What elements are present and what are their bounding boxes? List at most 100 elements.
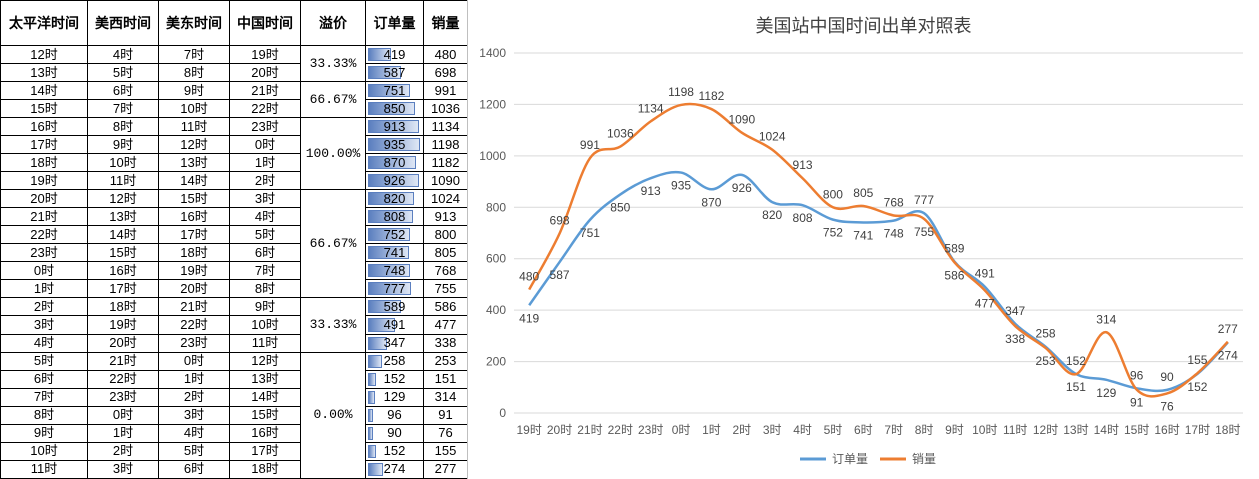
us-east-time-cell[interactable]: 18时 <box>158 243 230 263</box>
us-west-time-cell[interactable]: 12时 <box>87 189 159 209</box>
china-time-cell[interactable]: 13时 <box>229 369 301 389</box>
sales-cell[interactable]: 1198 <box>423 135 468 155</box>
us-east-time-cell[interactable]: 2时 <box>158 387 230 407</box>
china-time-cell[interactable]: 2时 <box>229 171 301 191</box>
us-west-time-cell[interactable]: 5时 <box>87 63 159 83</box>
orders-cell[interactable]: 820 <box>365 189 424 209</box>
us-east-time-cell[interactable]: 12时 <box>158 135 230 155</box>
china-time-cell[interactable]: 16时 <box>229 423 301 443</box>
orders-cell[interactable]: 347 <box>365 333 424 353</box>
orders-cell[interactable]: 741 <box>365 243 424 263</box>
china-time-cell[interactable]: 20时 <box>229 63 301 83</box>
us-west-time-cell[interactable]: 1时 <box>87 423 159 443</box>
pacific-time-cell[interactable]: 17时 <box>0 135 88 155</box>
china-time-cell[interactable]: 18时 <box>229 459 301 479</box>
us-west-time-cell[interactable]: 19时 <box>87 315 159 335</box>
pacific-time-cell[interactable]: 6时 <box>0 369 88 389</box>
premium-cell[interactable]: 33.33% <box>300 297 366 353</box>
china-time-cell[interactable]: 3时 <box>229 189 301 209</box>
us-west-time-cell[interactable]: 22时 <box>87 369 159 389</box>
premium-cell[interactable]: 100.00% <box>300 117 366 191</box>
sales-cell[interactable]: 277 <box>423 459 468 479</box>
sales-cell[interactable]: 477 <box>423 315 468 335</box>
orders-cell[interactable]: 491 <box>365 315 424 335</box>
sales-cell[interactable]: 698 <box>423 63 468 83</box>
us-east-time-cell[interactable]: 0时 <box>158 351 230 371</box>
us-east-time-cell[interactable]: 6时 <box>158 459 230 479</box>
us-east-time-cell[interactable]: 16时 <box>158 207 230 227</box>
pacific-time-cell[interactable]: 8时 <box>0 405 88 425</box>
sales-cell[interactable]: 1090 <box>423 171 468 191</box>
pacific-time-cell[interactable]: 3时 <box>0 315 88 335</box>
pacific-time-cell[interactable]: 18时 <box>0 153 88 173</box>
us-west-time-cell[interactable]: 23时 <box>87 387 159 407</box>
pacific-time-cell[interactable]: 15时 <box>0 99 88 119</box>
orders-cell[interactable]: 870 <box>365 153 424 173</box>
col-header-pacific[interactable]: 太平洋时间 <box>0 0 88 46</box>
orders-cell[interactable]: 752 <box>365 225 424 245</box>
pacific-time-cell[interactable]: 20时 <box>0 189 88 209</box>
orders-cell[interactable]: 751 <box>365 81 424 101</box>
series-line-orders[interactable] <box>528 170 1229 393</box>
orders-cell[interactable]: 926 <box>365 171 424 191</box>
pacific-time-cell[interactable]: 22时 <box>0 225 88 245</box>
us-west-time-cell[interactable]: 18时 <box>87 297 159 317</box>
us-west-time-cell[interactable]: 2时 <box>87 441 159 461</box>
us-east-time-cell[interactable]: 20时 <box>158 279 230 299</box>
sales-cell[interactable]: 991 <box>423 81 468 101</box>
pacific-time-cell[interactable]: 7时 <box>0 387 88 407</box>
us-east-time-cell[interactable]: 17时 <box>158 225 230 245</box>
us-west-time-cell[interactable]: 7时 <box>87 99 159 119</box>
orders-cell[interactable]: 777 <box>365 279 424 299</box>
china-time-cell[interactable]: 19时 <box>229 44 301 65</box>
col-header-china[interactable]: 中国时间 <box>229 0 301 46</box>
col-header-us-west[interactable]: 美西时间 <box>87 0 159 46</box>
sales-cell[interactable]: 800 <box>423 225 468 245</box>
orders-cell[interactable]: 152 <box>365 369 424 389</box>
pacific-time-cell[interactable]: 14时 <box>0 81 88 101</box>
pacific-time-cell[interactable]: 4时 <box>0 333 88 353</box>
china-time-cell[interactable]: 21时 <box>229 81 301 101</box>
sales-cell[interactable]: 913 <box>423 207 468 227</box>
us-west-time-cell[interactable]: 11时 <box>87 171 159 191</box>
us-west-time-cell[interactable]: 20时 <box>87 333 159 353</box>
col-header-sales[interactable]: 销量 <box>423 0 468 46</box>
us-east-time-cell[interactable]: 14时 <box>158 171 230 191</box>
orders-cell[interactable]: 935 <box>365 135 424 155</box>
us-east-time-cell[interactable]: 11时 <box>158 117 230 137</box>
china-time-cell[interactable]: 0时 <box>229 135 301 155</box>
sales-cell[interactable]: 314 <box>423 387 468 407</box>
premium-cell[interactable]: 66.67% <box>300 189 366 299</box>
sales-cell[interactable]: 1182 <box>423 153 468 173</box>
china-time-cell[interactable]: 17时 <box>229 441 301 461</box>
us-east-time-cell[interactable]: 5时 <box>158 441 230 461</box>
us-east-time-cell[interactable]: 8时 <box>158 63 230 83</box>
orders-cell[interactable]: 419 <box>365 44 424 65</box>
pacific-time-cell[interactable]: 0时 <box>0 261 88 281</box>
china-time-cell[interactable]: 12时 <box>229 351 301 371</box>
premium-cell[interactable]: 0.00% <box>300 351 366 479</box>
china-time-cell[interactable]: 4时 <box>229 207 301 227</box>
us-east-time-cell[interactable]: 10时 <box>158 99 230 119</box>
us-west-time-cell[interactable]: 9时 <box>87 135 159 155</box>
sales-cell[interactable]: 805 <box>423 243 468 263</box>
pacific-time-cell[interactable]: 1时 <box>0 279 88 299</box>
sales-cell[interactable]: 151 <box>423 369 468 389</box>
china-time-cell[interactable]: 9时 <box>229 297 301 317</box>
china-time-cell[interactable]: 1时 <box>229 153 301 173</box>
sales-cell[interactable]: 755 <box>423 279 468 299</box>
us-east-time-cell[interactable]: 15时 <box>158 189 230 209</box>
orders-cell[interactable]: 850 <box>365 99 424 119</box>
premium-cell[interactable]: 33.33% <box>300 44 366 83</box>
series-line-sales[interactable] <box>528 102 1229 398</box>
orders-cell[interactable]: 589 <box>365 297 424 317</box>
china-time-cell[interactable]: 8时 <box>229 279 301 299</box>
orders-cell[interactable]: 587 <box>365 63 424 83</box>
us-west-time-cell[interactable]: 10时 <box>87 153 159 173</box>
sales-cell[interactable]: 91 <box>423 405 468 425</box>
us-east-time-cell[interactable]: 1时 <box>158 369 230 389</box>
premium-cell[interactable]: 66.67% <box>300 81 366 119</box>
us-west-time-cell[interactable]: 15时 <box>87 243 159 263</box>
orders-cell[interactable]: 258 <box>365 351 424 371</box>
sales-cell[interactable]: 155 <box>423 441 468 461</box>
